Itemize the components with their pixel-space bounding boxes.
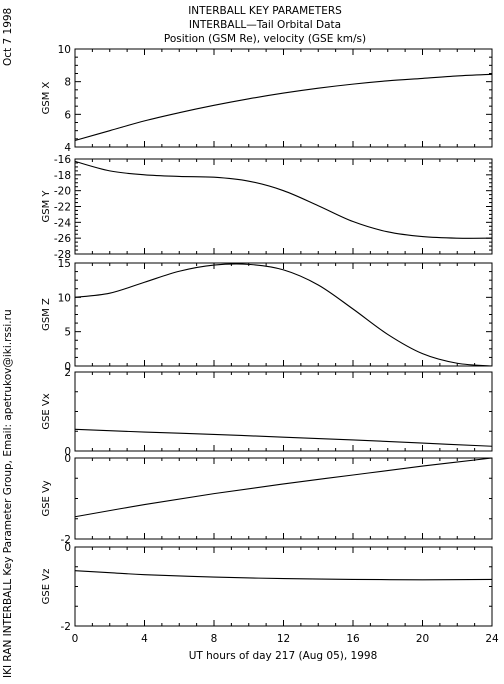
gsm-y-ytick-label-0: -16 [54, 154, 71, 166]
gsm-y-series-line [74, 160, 493, 239]
gsm-y-ytick-label-3: -22 [54, 202, 71, 214]
x-tick-label-5: 20 [416, 633, 429, 645]
gsm-x-ytick-label-2: 8 [64, 77, 71, 89]
gse-vx-ytick-label-1: 2 [64, 367, 71, 379]
gsm-z-axis-label: GSM Z [41, 298, 52, 331]
title-line-1: INTERBALL KEY PARAMETERS [188, 5, 342, 17]
date-stamp: Oct 7 1998 [2, 8, 14, 66]
x-axis-label: UT hours of day 217 (Aug 05), 1998 [189, 650, 378, 662]
gsm-y-ytick-label-4: -24 [54, 217, 71, 229]
gse-vy-frame [74, 457, 493, 540]
gse-vz-axis-label: GSE Vz [41, 569, 52, 605]
x-tick-label-4: 16 [346, 633, 360, 645]
gsm-y-ytick-label-6: -28 [54, 249, 71, 261]
gsm-x-ytick-label-1: 6 [64, 109, 71, 121]
gsm-z-ytick-label-2: 10 [58, 292, 71, 304]
gsm-z-frame [74, 262, 493, 367]
gse-vy-ytick-label-1: 0 [64, 453, 71, 465]
gsm-x-ytick-label-3: 10 [58, 44, 71, 56]
gsm-z-series-line [74, 263, 493, 367]
gse-vx-ytick-label-0: 0 [64, 446, 71, 458]
x-tick-label-1: 4 [141, 633, 148, 645]
gsm-z-ytick-label-3: 15 [58, 258, 71, 270]
title-line-3: Position (GSM Re), velocity (GSE km/s) [164, 33, 366, 45]
x-tick-label-0: 0 [72, 633, 79, 645]
gsm-z-ytick-label-0: 0 [64, 361, 71, 373]
gse-vz-ytick-label-1: 0 [64, 542, 71, 554]
gsm-x-ytick-label-0: 4 [64, 142, 71, 154]
gse-vz-frame [74, 546, 493, 627]
title-line-2: INTERBALL—Tail Orbital Data [189, 19, 341, 31]
gse-vy-ytick-label-0: -2 [61, 534, 71, 546]
gsm-y-ytick-label-1: -18 [54, 170, 71, 182]
gse-vx-series-line [74, 428, 493, 447]
gse-vy-axis-label: GSE Vy [41, 480, 52, 516]
gsm-y-ytick-label-5: -26 [54, 233, 71, 245]
gsm-x-axis-label: GSM X [41, 81, 52, 114]
x-tick-label-2: 8 [211, 633, 218, 645]
gse-vx-axis-label: GSE Vx [41, 393, 52, 429]
credit-line: IKI RAN INTERBALL Key Parameter Group, E… [2, 309, 14, 678]
gsm-z-ytick-label-1: 5 [64, 327, 71, 339]
gse-vz-ytick-label-0: -2 [61, 621, 71, 633]
x-tick-label-6: 24 [485, 633, 499, 645]
gsm-y-axis-label: GSM Y [41, 190, 52, 223]
gsm-x-series-line [74, 73, 493, 141]
gsm-x-frame [74, 48, 493, 148]
gsm-y-frame [74, 158, 493, 255]
x-tick-label-3: 12 [277, 633, 290, 645]
gse-vz-series-line [74, 570, 493, 581]
gsm-y-ytick-label-2: -20 [54, 186, 71, 198]
gse-vx-frame [74, 371, 493, 452]
gse-vy-series-line [74, 457, 493, 518]
